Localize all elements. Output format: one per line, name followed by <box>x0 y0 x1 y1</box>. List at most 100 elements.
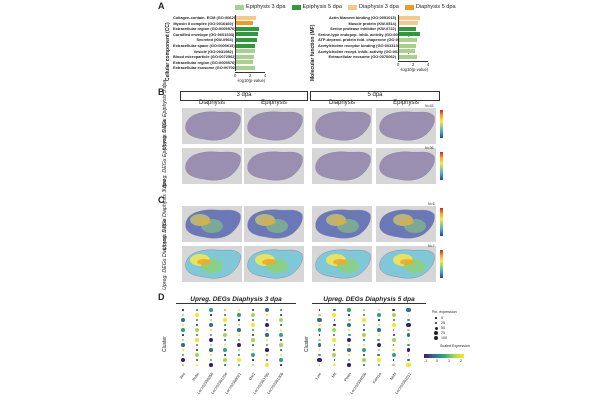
dot <box>196 344 198 346</box>
tissue-outline <box>315 151 371 181</box>
bar-row: Extracellular exosome (GO:0070062) <box>173 65 255 70</box>
bar-row: Extracellular region (GO:0005576) <box>173 60 253 65</box>
bar <box>235 65 255 70</box>
size-legend-dot <box>435 317 437 319</box>
dot <box>208 337 214 343</box>
expression-hotspot <box>400 259 414 265</box>
dot <box>407 314 410 316</box>
dot <box>195 308 199 312</box>
dot <box>237 323 241 327</box>
dot <box>279 343 283 347</box>
dot <box>265 358 269 362</box>
dot <box>279 353 283 357</box>
dot <box>182 349 184 351</box>
dot <box>332 338 337 342</box>
dot <box>333 348 336 352</box>
tissue-svg <box>247 151 303 181</box>
dot <box>391 352 396 358</box>
cc-bar-chart: Cellular component (CC) Collagen-contain.… <box>165 13 285 83</box>
scale-label: N=36 <box>425 146 434 150</box>
dot <box>224 364 226 366</box>
dot <box>222 332 228 338</box>
dot <box>265 333 269 337</box>
dot <box>347 348 351 352</box>
dot <box>348 358 351 362</box>
dot <box>264 307 270 313</box>
dot <box>237 338 241 342</box>
dot <box>210 314 212 316</box>
bar-row: Muscle protein (KW-0514) <box>318 21 418 26</box>
tissue-svg <box>315 249 371 279</box>
bar-category-label: Serine-type endopep. inhib. activity (GO… <box>318 31 410 37</box>
bar <box>235 26 259 31</box>
dot <box>280 364 282 366</box>
dot <box>392 318 395 322</box>
expression-hotspot <box>262 219 276 225</box>
dot <box>407 358 410 362</box>
bar-row: Collagen-contain. ECM (GO:0062023) <box>173 15 256 20</box>
bar <box>235 21 253 26</box>
dot <box>363 364 365 366</box>
dot <box>223 343 227 347</box>
group-3dpa: 3 dpa <box>180 91 308 101</box>
expression-hotspot <box>333 259 347 265</box>
bar <box>235 43 256 48</box>
dot <box>361 347 367 353</box>
legend-item: Epiphysis 3 dpa <box>235 4 286 10</box>
dot <box>236 342 242 348</box>
scale-label: N=6 <box>428 202 435 206</box>
expression-hotspot <box>197 259 211 265</box>
bar-row: Acetylcholine receptor binding (GO:00331… <box>318 43 416 48</box>
expression-hotspot <box>333 219 347 225</box>
bar <box>235 37 257 42</box>
color-legend-bar <box>424 354 464 358</box>
tissue-svg <box>315 111 371 141</box>
dot <box>363 324 365 326</box>
bar <box>235 49 255 54</box>
tissue-section <box>312 246 372 282</box>
dot <box>332 327 337 333</box>
tissue-svg <box>247 209 303 239</box>
dot <box>238 334 240 336</box>
dot <box>333 344 336 346</box>
row-label-c2: Upreg. DEGs Diaphysis 5 dpa <box>162 219 168 290</box>
dot <box>237 308 241 312</box>
bar-legend: Epiphysis 3 dpa Epiphysis 5 dpa Diaphysi… <box>235 4 456 10</box>
dot <box>406 307 411 313</box>
dot <box>194 312 200 318</box>
dot <box>209 318 213 322</box>
dot <box>237 328 241 332</box>
dot <box>318 309 321 311</box>
tissue-section <box>244 206 304 242</box>
dot <box>195 363 199 367</box>
tissue-section <box>312 148 372 184</box>
dot <box>182 309 184 311</box>
tissue-section <box>312 206 372 242</box>
dot <box>347 333 351 337</box>
dot <box>348 314 350 316</box>
dot <box>392 363 396 367</box>
dot <box>407 328 410 332</box>
dot <box>376 357 381 363</box>
tissue-svg <box>379 151 435 181</box>
bar-row: ATP-depend. protein fold. chaperone (GO:… <box>318 37 417 42</box>
dot <box>181 338 185 342</box>
dot <box>348 343 351 347</box>
dot <box>181 313 185 317</box>
dot <box>362 318 366 322</box>
dot <box>208 322 214 328</box>
expression-hotspot <box>400 219 414 225</box>
tissue-outline <box>185 151 241 181</box>
tissue-section <box>182 206 242 242</box>
dot <box>252 359 254 361</box>
bar-row: Serine protease inhibitor (KW-0722) <box>318 26 416 31</box>
bar-category-label: Extracellular space (GO:0005615) <box>173 43 235 48</box>
dot <box>209 333 213 337</box>
dot <box>318 323 321 327</box>
tissue-svg <box>315 209 371 239</box>
size-legend-label: 0 <box>441 316 443 320</box>
dot <box>196 359 198 361</box>
color-scale <box>440 250 443 278</box>
dot <box>378 319 380 321</box>
dot <box>194 327 200 333</box>
